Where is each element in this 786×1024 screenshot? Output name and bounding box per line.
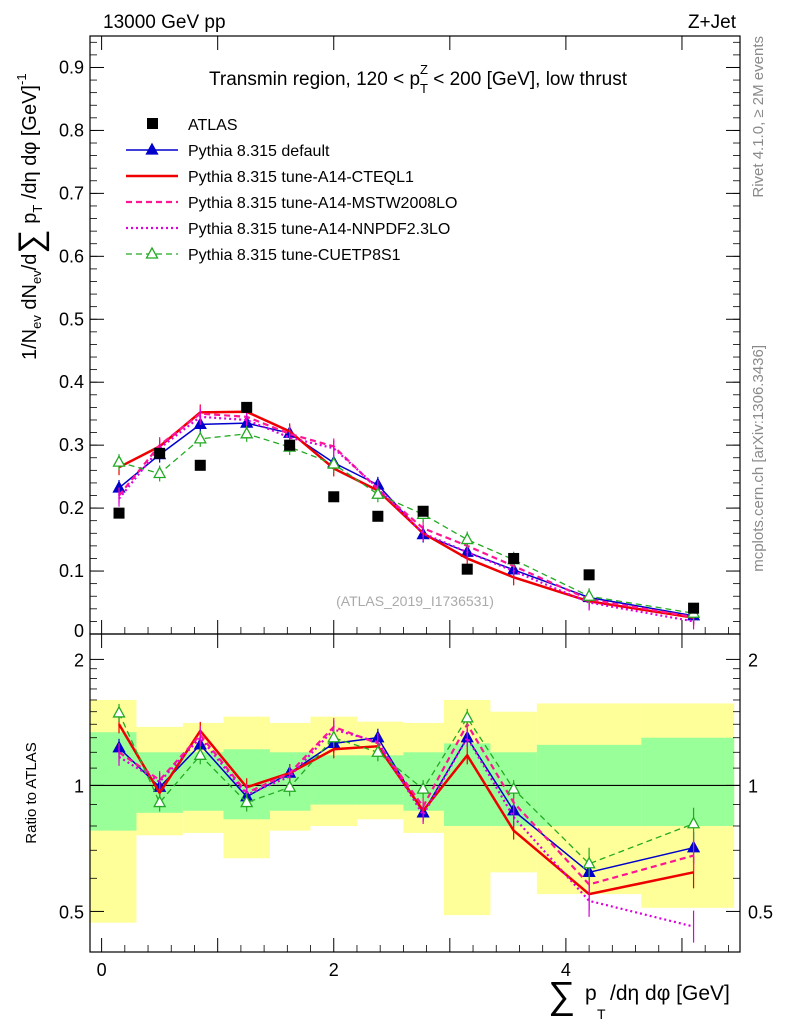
- data-point-triangle-open: [153, 466, 167, 479]
- series-line: [118, 422, 694, 617]
- y-tick-label: 0.3: [59, 435, 84, 455]
- y-tick-label: 0.1: [59, 561, 84, 581]
- atlas-data-point: [194, 459, 206, 471]
- series-line: [118, 433, 694, 614]
- data-point-triangle-open: [460, 532, 474, 545]
- plot-title: Transmin region, 120 < pTZ < 200 [GeV], …: [209, 62, 628, 96]
- ratio-point-triangle-open: [193, 747, 207, 760]
- ratio-y-axis-label: Ratio to ATLAS: [23, 742, 40, 843]
- y-tick-label: 0.4: [59, 372, 84, 392]
- y-tick-label: 0.6: [59, 246, 84, 266]
- data-point-triangle-open: [327, 456, 341, 469]
- ratio-y-tick-label: 2: [74, 650, 84, 670]
- legend-marker: [145, 246, 159, 259]
- ratio-point-triangle-open: [507, 781, 521, 794]
- ratio-y-tick-label: 1: [74, 776, 84, 796]
- data-point-triangle-open: [112, 454, 126, 467]
- ratio-series-line: [118, 736, 694, 874]
- ratio-point-triangle-open: [153, 795, 167, 808]
- process-label: Z+Jet: [688, 12, 737, 33]
- y-tick-label: 0.2: [59, 498, 84, 518]
- ratio-y-tick-label-right: 2: [748, 650, 758, 670]
- ratio-point-triangle-open: [686, 816, 701, 829]
- ratio-point-triangle-open: [582, 856, 596, 869]
- ratio-band-green: [356, 755, 404, 805]
- ratio-band-green: [641, 737, 735, 826]
- legend-entry: ATLAS: [188, 117, 238, 134]
- legend-marker-atlas: [147, 118, 158, 129]
- rivet-version-label: Rivet 4.1.0, ≥ 2M events: [750, 36, 767, 198]
- collision-label: 13000 GeV pp: [103, 12, 226, 33]
- mcplots-label: mcplots.cern.ch [arXiv:1306.3436]: [750, 345, 767, 572]
- x-tick-label: 4: [561, 960, 571, 980]
- atlas-data-point: [113, 507, 125, 519]
- ratio-series-line: [118, 712, 694, 865]
- series-line: [118, 412, 694, 619]
- main-plot: 0.1 0.2 0.3 0.4 0.5 0.6 0.7 0.8 0.9 0: [59, 36, 740, 641]
- atlas-data-point: [154, 447, 166, 459]
- atlas-data-point: [583, 569, 595, 581]
- main-y-axis-label: 1/Nev dNev/d∑ pT /dη dφ [GeV]-1: [12, 73, 50, 360]
- data-point-triangle-open: [582, 588, 596, 601]
- y-tick-label: 0.9: [59, 57, 84, 77]
- svg-text:p: p: [585, 982, 597, 1005]
- analysis-watermark: (ATLAS_2019_I1736531): [336, 593, 494, 609]
- ratio-band-green: [182, 752, 224, 811]
- legend-entry: Pythia 8.315 tune-A14-MSTW2008LO: [188, 195, 457, 212]
- y-tick-label: 0.5: [59, 309, 84, 329]
- svg-text:/dη dφ [GeV]: /dη dφ [GeV]: [610, 982, 730, 1005]
- ratio-point-triangle-open: [283, 779, 297, 792]
- atlas-data-point: [284, 439, 296, 451]
- atlas-data-point: [328, 491, 340, 503]
- ratio-point-triangle-open: [416, 781, 430, 794]
- atlas-data-point: [241, 401, 253, 413]
- y-tick-label: 0.8: [59, 120, 84, 140]
- ratio-point-triangle-open: [371, 744, 385, 757]
- ratio-plot: 0.5 0.5 1 1 2 2 0 2 4: [59, 634, 773, 980]
- atlas-data-point: [461, 563, 473, 575]
- atlas-data-point: [688, 602, 700, 614]
- ratio-point-triangle-open: [112, 705, 126, 718]
- atlas-data-point: [508, 552, 520, 564]
- x-tick-label: 0: [97, 960, 107, 980]
- legend-entry: Pythia 8.315 default: [188, 143, 330, 160]
- svg-text:T: T: [597, 1006, 606, 1022]
- y-tick-label-zero: 0: [74, 621, 84, 641]
- series-line: [118, 415, 694, 623]
- ratio-point-triangle-open: [327, 730, 341, 743]
- svg-text:1/Nev dNev/d∑ pT /dη dφ [GeV]: 1/Nev dNev/d∑ pT /dη dφ [GeV]-1: [12, 73, 50, 360]
- svg-text:∑: ∑: [548, 975, 575, 1017]
- ratio-plot-frame: [89, 633, 741, 953]
- data-point-triangle-open: [371, 486, 385, 499]
- y-tick-label: 0.7: [59, 183, 84, 203]
- atlas-data-point: [417, 505, 429, 517]
- legend-entry: Pythia 8.315 tune-A14-CTEQL1: [188, 169, 414, 186]
- ratio-y-tick-label-right: 1: [748, 776, 758, 796]
- atlas-data-point: [372, 510, 384, 522]
- legend: ATLAS Pythia 8.315 default Pythia 8.315 tu…: [126, 117, 457, 264]
- ratio-series-line: [118, 728, 694, 928]
- x-axis-label: ∑ p T /dη dφ [GeV]: [548, 975, 730, 1022]
- x-tick-label: 2: [329, 960, 339, 980]
- data-point-triangle-open: [193, 431, 207, 444]
- ratio-point-triangle-open: [460, 710, 474, 723]
- ratio-band-green: [90, 732, 137, 831]
- ratio-point-triangle-open: [240, 795, 254, 808]
- legend-entry: Pythia 8.315 tune-CUETP8S1: [188, 247, 401, 264]
- ratio-series-line: [118, 722, 694, 886]
- ratio-band-green: [310, 755, 357, 805]
- legend-marker: [145, 142, 159, 155]
- ratio-y-tick-label: 0.5: [59, 902, 84, 922]
- ratio-y-tick-label-right: 0.5: [748, 902, 773, 922]
- data-point-triangle-open: [240, 426, 254, 439]
- legend-entry: Pythia 8.315 tune-A14-NNPDF2.3LO: [188, 221, 450, 238]
